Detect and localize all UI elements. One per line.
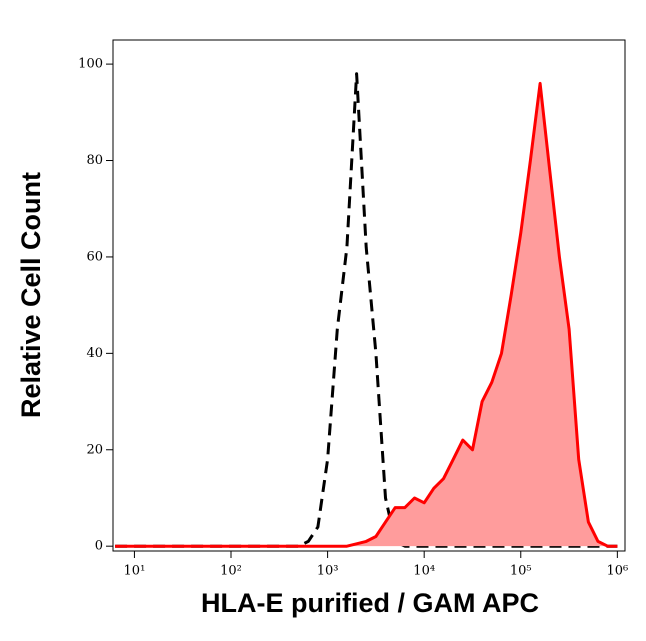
x-tick-label: 10³ [317,564,339,579]
histogram-line [115,81,618,548]
plot-frame [112,39,626,552]
x-tick-label: 10⁴ [413,564,435,579]
area-fill [115,83,618,547]
y-tick-label: 80 [86,153,103,168]
y-tick-label: 60 [86,249,103,264]
x-tick-label: 10⁵ [510,564,532,579]
y-tick-label: 40 [86,346,103,361]
y-axis-title: Relative Cell Count [16,172,46,418]
x-tick-label: 10² [220,564,242,579]
x-tick-label: 10¹ [124,564,146,579]
y-tick-label: 100 [78,57,103,72]
y-tick-label: 20 [86,442,103,457]
x-axis-title: HLA-E purified / GAM APC [201,588,539,618]
x-tick-label: 10⁶ [606,564,628,579]
y-tick-label: 0 [95,539,103,554]
